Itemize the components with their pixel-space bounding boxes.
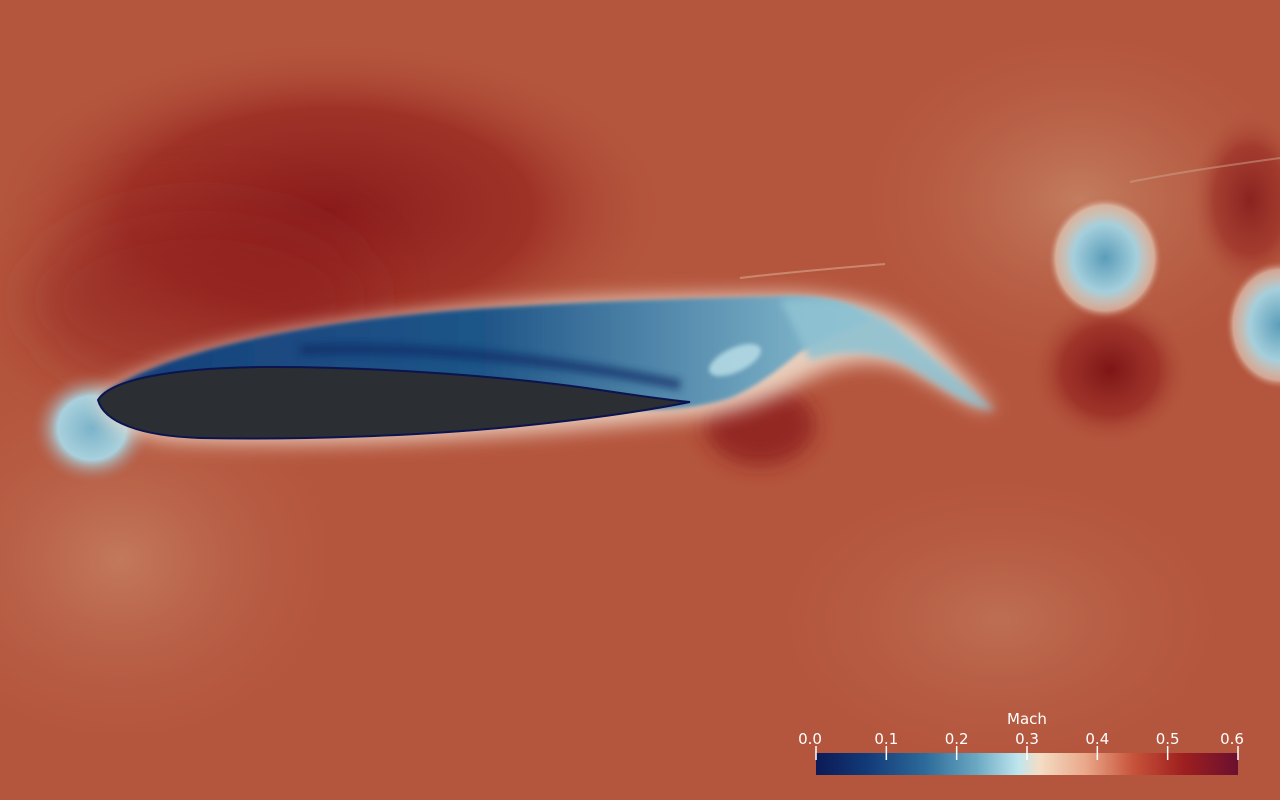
wake-light-eddy <box>709 343 761 377</box>
colorbar-ticks: 0.0 0.1 0.2 0.3 0.4 0.5 0.6 <box>798 730 1244 760</box>
colorbar-tick-label: 0.3 <box>1015 730 1039 748</box>
colorbar-tick-label: 0.0 <box>798 730 822 748</box>
mach-colorbar-legend: Mach 0.0 0.1 0.2 0.3 0.4 0.5 0.6 <box>798 710 1244 775</box>
colorbar-title: Mach <box>1007 710 1047 728</box>
colorbar-gradient <box>816 753 1238 775</box>
wake-vortex-blue-edge <box>1225 260 1280 390</box>
streak-line <box>739 263 886 279</box>
colorbar-tick-label: 0.2 <box>945 730 969 748</box>
shed-vortex-tail <box>780 299 995 410</box>
colorbar-tick-label: 0.4 <box>1085 730 1109 748</box>
upper-right-slow-region <box>820 0 1280 400</box>
lower-right-slow-region <box>720 440 1280 800</box>
streak-line-2 <box>1129 157 1280 183</box>
wake-vortex-red-2 <box>1190 110 1280 290</box>
wake-vortex-blue <box>1047 196 1163 320</box>
wake-vortex-red <box>1030 295 1190 445</box>
airfoil-body <box>96 365 691 440</box>
colorbar-tick-label: 0.6 <box>1220 730 1244 748</box>
colorbar-tick-label: 0.5 <box>1156 730 1180 748</box>
wake-shear-layer <box>299 344 682 390</box>
colorbar-tick-label: 0.1 <box>874 730 898 748</box>
